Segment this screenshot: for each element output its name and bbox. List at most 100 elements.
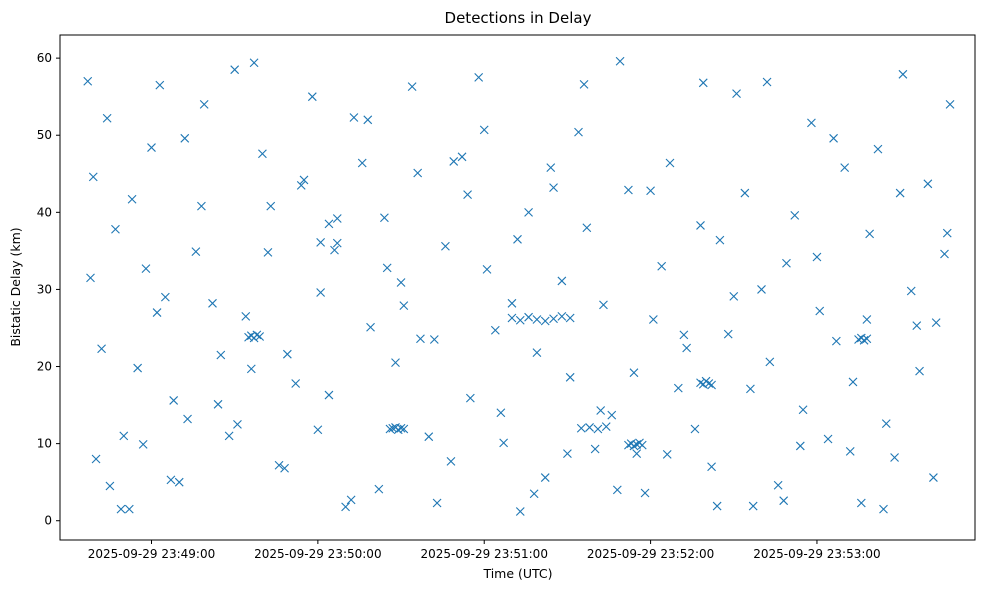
data-point bbox=[83, 76, 93, 86]
data-point bbox=[424, 432, 434, 442]
data-point bbox=[88, 172, 98, 182]
data-point bbox=[612, 485, 622, 495]
data-point bbox=[673, 383, 683, 393]
data-point bbox=[138, 440, 148, 449]
data-point bbox=[707, 462, 716, 472]
data-point bbox=[540, 473, 550, 482]
data-point bbox=[255, 332, 265, 341]
data-point bbox=[490, 325, 500, 335]
data-point bbox=[646, 186, 655, 196]
data-point bbox=[637, 440, 647, 450]
data-point bbox=[929, 473, 938, 482]
data-point bbox=[416, 334, 425, 344]
data-point bbox=[723, 329, 733, 339]
data-point bbox=[152, 308, 162, 317]
plot-area bbox=[59, 34, 976, 541]
y-tick-label: 60 bbox=[37, 51, 52, 65]
data-point bbox=[396, 423, 406, 433]
data-point bbox=[746, 384, 755, 394]
data-point bbox=[945, 100, 955, 109]
data-point bbox=[795, 441, 805, 451]
data-point bbox=[585, 423, 594, 432]
data-point bbox=[915, 366, 924, 376]
data-point bbox=[307, 92, 317, 102]
data-point bbox=[258, 149, 267, 159]
data-point bbox=[593, 424, 603, 434]
data-point bbox=[474, 73, 484, 82]
data-point bbox=[291, 379, 301, 388]
data-point bbox=[183, 414, 192, 424]
data-point bbox=[557, 312, 567, 321]
data-point bbox=[357, 158, 367, 168]
data-point bbox=[332, 238, 342, 248]
data-point bbox=[380, 213, 389, 223]
data-point bbox=[274, 460, 284, 470]
data-point bbox=[942, 228, 952, 238]
data-point bbox=[407, 82, 417, 92]
data-point bbox=[529, 489, 539, 499]
data-point bbox=[881, 419, 891, 428]
data-point bbox=[812, 252, 822, 262]
data-point bbox=[332, 214, 342, 223]
data-point bbox=[895, 188, 905, 198]
data-point bbox=[191, 247, 201, 257]
data-point bbox=[940, 249, 949, 259]
data-point bbox=[807, 118, 816, 128]
data-point bbox=[413, 168, 423, 178]
data-point bbox=[224, 431, 234, 441]
data-point bbox=[607, 410, 617, 420]
data-point bbox=[465, 393, 475, 403]
data-point bbox=[912, 321, 922, 331]
markers-layer bbox=[83, 56, 955, 516]
data-point bbox=[662, 450, 672, 459]
x-axis-label: Time (UTC) bbox=[482, 566, 552, 581]
data-point bbox=[624, 185, 633, 195]
y-tick-label: 10 bbox=[37, 437, 52, 451]
data-point bbox=[299, 175, 309, 185]
data-point bbox=[127, 194, 137, 204]
data-point bbox=[363, 115, 373, 125]
data-point bbox=[715, 235, 725, 245]
data-point bbox=[349, 113, 359, 122]
data-point bbox=[263, 248, 273, 257]
data-point bbox=[648, 315, 658, 324]
data-point bbox=[848, 377, 858, 387]
data-point bbox=[124, 504, 134, 514]
data-point bbox=[346, 495, 356, 505]
data-point bbox=[133, 363, 143, 373]
data-point bbox=[246, 364, 256, 374]
data-point bbox=[931, 318, 941, 327]
data-point bbox=[391, 358, 400, 368]
data-point bbox=[513, 234, 522, 244]
x-tick-label: 2025-09-29 23:51:00 bbox=[421, 547, 548, 561]
data-point bbox=[313, 425, 323, 435]
data-point bbox=[707, 380, 716, 390]
data-point bbox=[574, 127, 583, 137]
chart-title: Detections in Delay bbox=[445, 9, 592, 27]
data-point bbox=[441, 241, 450, 251]
data-point bbox=[160, 292, 170, 302]
data-point bbox=[679, 330, 689, 340]
data-point bbox=[740, 188, 750, 198]
data-point bbox=[698, 78, 708, 88]
data-point bbox=[665, 158, 675, 168]
data-point bbox=[765, 357, 775, 367]
data-point bbox=[515, 315, 525, 325]
data-point bbox=[829, 133, 838, 143]
data-point bbox=[859, 335, 869, 345]
data-point bbox=[815, 306, 825, 316]
data-point bbox=[341, 502, 350, 512]
data-point bbox=[579, 79, 589, 89]
data-point bbox=[266, 201, 276, 211]
data-point bbox=[147, 143, 156, 152]
data-point bbox=[906, 286, 916, 296]
data-point bbox=[282, 349, 292, 359]
data-point bbox=[565, 313, 575, 323]
data-point bbox=[845, 446, 855, 456]
x-tick-label: 2025-09-29 23:53:00 bbox=[753, 547, 880, 561]
data-point bbox=[111, 224, 120, 234]
data-point bbox=[757, 285, 766, 294]
data-point bbox=[249, 58, 259, 68]
data-point bbox=[216, 350, 226, 360]
data-point bbox=[316, 238, 326, 247]
